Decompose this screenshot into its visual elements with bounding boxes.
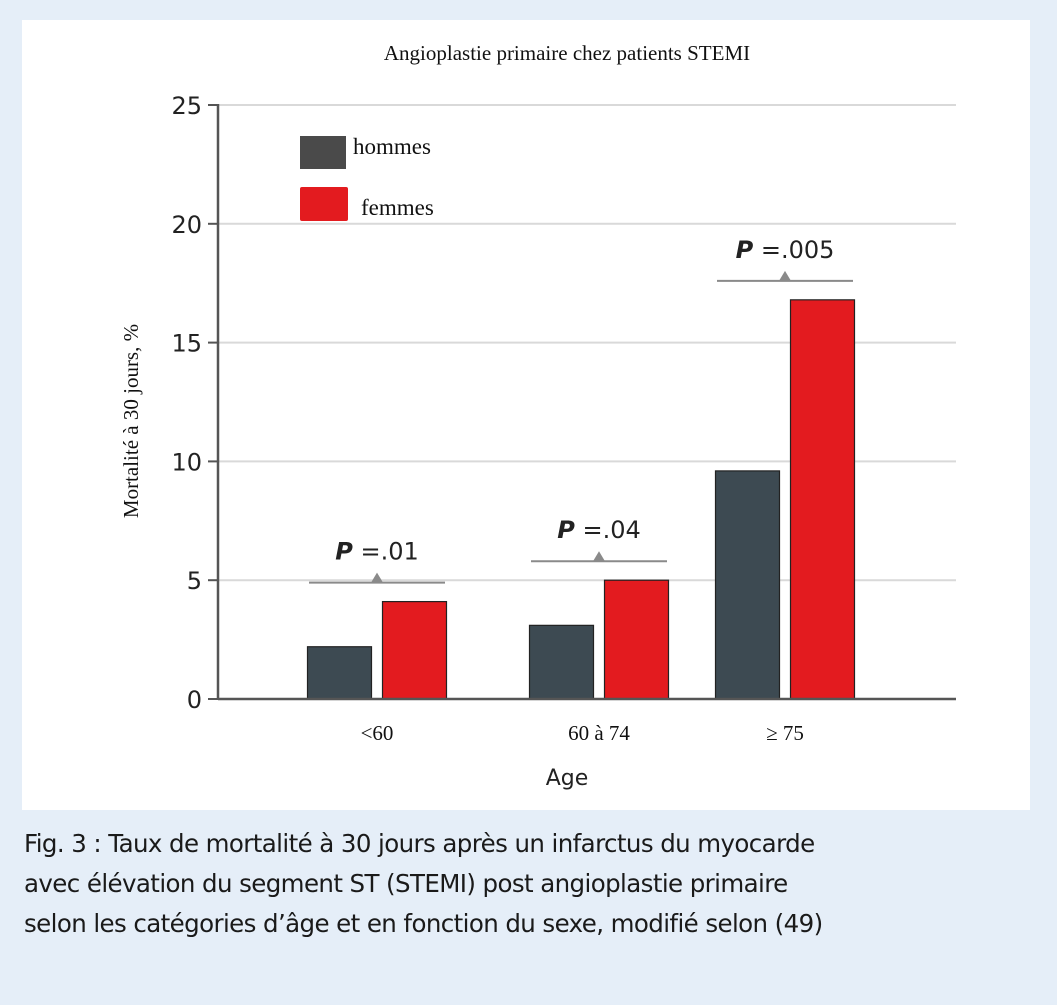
p-value-label: P =.01 — [335, 538, 419, 566]
p-value-label: P =.04 — [557, 516, 641, 544]
y-tick-label: 20 — [171, 211, 202, 239]
p-value-label: P =.005 — [736, 236, 835, 264]
y-axis: 0 5 10 15 20 25 — [171, 92, 220, 714]
caption-line: Fig. 3 : Taux de mortalité à 30 jours ap… — [24, 829, 815, 858]
y-tick-label: 5 — [187, 567, 202, 595]
y-tick-label: 10 — [171, 448, 202, 476]
x-tick-label: 60 à 74 — [568, 721, 630, 745]
bar-hommes — [714, 470, 781, 700]
bracket-marker — [779, 270, 791, 281]
bracket-marker — [593, 551, 605, 562]
legend-swatch-femmes — [300, 187, 348, 221]
figure-panel: Angioplastie primaire chez patients STEM… — [22, 20, 1030, 810]
y-tick-label: 15 — [171, 330, 202, 358]
bar-femmes — [789, 299, 856, 700]
bar-femmes — [603, 579, 670, 700]
x-tick-label: <60 — [361, 721, 394, 745]
caption-line: selon les catégories d’âge et en fonctio… — [24, 909, 823, 938]
bar-hommes — [306, 646, 373, 700]
x-axis-tick-labels: <60 60 à 74 ≥ 75 — [361, 721, 804, 745]
bar-femmes — [381, 600, 448, 700]
y-tick-label: 25 — [171, 92, 202, 120]
bracket-marker — [371, 572, 383, 583]
figure-caption: Fig. 3 : Taux de mortalité à 30 jours ap… — [24, 824, 1034, 944]
legend-label-hommes: hommes — [353, 134, 431, 159]
chart-title: Angioplastie primaire chez patients STEM… — [384, 41, 750, 65]
caption-line: avec élévation du segment ST (STEMI) pos… — [24, 869, 788, 898]
x-axis-label: Age — [546, 766, 589, 791]
legend-swatch-hommes — [300, 136, 346, 169]
bars — [218, 299, 956, 701]
x-tick-label: ≥ 75 — [766, 721, 804, 745]
y-axis-label: Mortalité à 30 jours, % — [119, 324, 143, 518]
significance-annotations: P =.01 P =.04 P =.005 — [309, 236, 853, 584]
legend-label-femmes: femmes — [361, 195, 434, 220]
bar-chart: Angioplastie primaire chez patients STEM… — [119, 41, 956, 791]
bar-hommes — [528, 624, 595, 700]
legend: hommes femmes — [300, 134, 434, 221]
y-tick-label: 0 — [187, 686, 202, 714]
